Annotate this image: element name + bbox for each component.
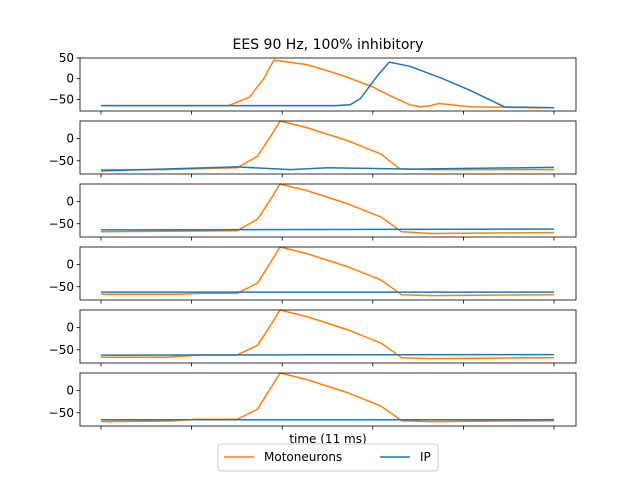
legend-box xyxy=(217,443,439,472)
y-tick-label: 0 xyxy=(66,72,74,86)
subplot-frame-6 xyxy=(79,372,577,427)
x-axis-label: time (11 ms) xyxy=(289,432,366,446)
y-tick-label: −50 xyxy=(49,154,74,168)
subplots: 50 0 −50 0 −50 0 −50 0 −50 0 −50 0 −50 xyxy=(49,51,577,430)
y-tick-label: 0 xyxy=(66,132,74,146)
series-line-ip-panel-1 xyxy=(101,61,555,109)
subplot-frame-3 xyxy=(79,183,577,238)
y-tick-label: 0 xyxy=(66,384,74,398)
y-tick-label: 0 xyxy=(66,258,74,272)
y-tick-label: 50 xyxy=(59,51,74,65)
legend-label-motoneurons: Motoneurons xyxy=(264,450,342,464)
series-line-ip-panel-3 xyxy=(100,228,555,231)
subplot-frame-2 xyxy=(79,120,577,175)
y-tick-label: −50 xyxy=(49,280,74,294)
subplot-frame-1 xyxy=(79,57,577,112)
subplot-frame-4 xyxy=(79,246,577,301)
series-line-motoneurons-panel-3 xyxy=(100,183,555,235)
y-tick-label: −50 xyxy=(49,92,74,106)
series-line-ip-panel-2 xyxy=(100,166,555,172)
y-tick-label: −50 xyxy=(49,217,74,231)
legend-label-ip: IP xyxy=(420,450,431,464)
legend: Motoneurons IP xyxy=(217,443,439,472)
chart-title: EES 90 Hz, 100% inhibitory xyxy=(233,37,424,53)
y-tick-label: −50 xyxy=(49,406,74,420)
subplot-3: 0 −50 xyxy=(49,183,577,241)
series-line-ip-panel-5 xyxy=(100,353,555,356)
subplot-5: 0 −50 xyxy=(49,309,577,367)
subplot-1: 50 0 −50 xyxy=(49,51,577,115)
subplot-6: 0 −50 xyxy=(49,372,577,430)
y-tick-label: 0 xyxy=(66,195,74,209)
subplot-frame-5 xyxy=(79,309,577,364)
series-line-motoneurons-panel-1 xyxy=(101,59,555,109)
y-tick-label: 0 xyxy=(66,321,74,335)
y-tick-label: −50 xyxy=(49,343,74,357)
subplot-2: 0 −50 xyxy=(49,120,577,178)
subplot-4: 0 −50 xyxy=(49,246,577,304)
